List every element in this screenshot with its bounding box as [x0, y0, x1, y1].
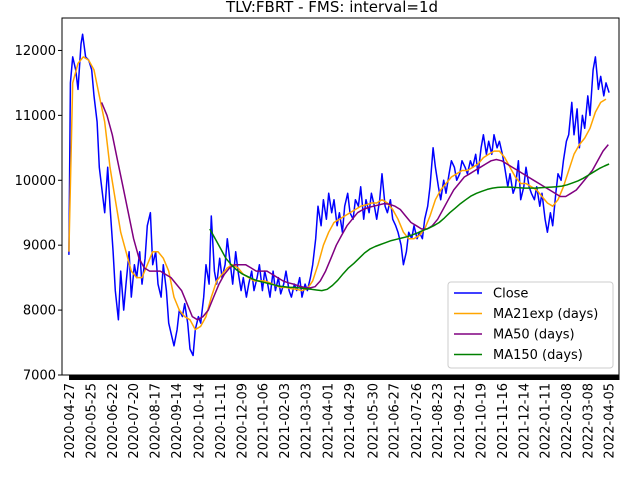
x-tick-label: 2022-04-05: [603, 383, 618, 459]
x-tick-label: 2020-06-22: [106, 383, 121, 459]
x-minor-ticks: [69, 375, 620, 380]
legend-label: MA21exp (days): [493, 307, 598, 322]
legend: Close MA21exp (days) MA50 (days) MA150 (day…: [447, 281, 614, 369]
x-tick-label: 2021-01-06: [257, 383, 272, 459]
legend-label: MA150 (days): [493, 348, 583, 363]
y-tick-label: 8000: [23, 304, 56, 319]
series-line-ma50-days: [100, 102, 609, 321]
x-tick-label: 2021-11-16: [496, 383, 511, 459]
x-tick-label: 2021-08-23: [431, 383, 446, 459]
x-tick-label: 2021-07-26: [410, 383, 425, 459]
x-tick-label: 2020-11-11: [214, 383, 229, 459]
x-tick-label: 2022-01-11: [539, 383, 554, 459]
x-tick-label: 2021-06-27: [388, 383, 403, 459]
legend-box: [447, 281, 614, 369]
x-tick-label: 2021-12-14: [517, 383, 532, 459]
y-tick-label: 9000: [23, 239, 56, 254]
series-line-ma150-days: [209, 163, 610, 292]
x-tick-label: 2020-04-27: [63, 383, 78, 459]
x-tick-label: 2020-08-17: [149, 383, 164, 459]
legend-label: Close: [493, 287, 528, 302]
x-tick-label: 2022-02-08: [560, 383, 575, 459]
x-tick-label: 2020-05-25: [85, 383, 100, 459]
y-axis: 7000 8000 9000 10000 11000 12000: [15, 44, 62, 384]
x-tick-label: 2020-09-14: [170, 383, 185, 459]
x-tick-label: 2021-04-01: [321, 383, 336, 459]
series-layer: [68, 33, 610, 357]
x-tick-label: 2021-03-03: [299, 383, 314, 459]
x-tick-label: 2021-10-19: [475, 383, 490, 459]
x-tick-label: 2021-02-03: [278, 383, 293, 459]
chart-title: TLV:FBRT - FMS: interval=1d: [225, 0, 438, 16]
x-tick-label: 2021-04-29: [343, 383, 358, 459]
y-tick-label: 12000: [15, 44, 56, 59]
x-tick-label: 2020-10-14: [193, 383, 208, 459]
y-tick-label: 11000: [15, 109, 56, 124]
y-tick-label: 7000: [23, 369, 56, 384]
x-tick-label: 2022-03-08: [581, 383, 596, 459]
x-tick-label: 2020-07-20: [127, 383, 142, 459]
x-tick-label: 2020-12-09: [235, 383, 250, 459]
x-axis: 2020-04-27 2020-05-25 2020-06-22 2020-07-20…: [63, 375, 620, 459]
legend-label: MA50 (days): [493, 328, 575, 343]
series-line-ma21exp-days: [68, 56, 607, 331]
x-tick-label: 2021-09-21: [453, 383, 468, 459]
x-tick-label: 2021-05-30: [366, 383, 381, 459]
y-tick-label: 10000: [15, 174, 56, 189]
